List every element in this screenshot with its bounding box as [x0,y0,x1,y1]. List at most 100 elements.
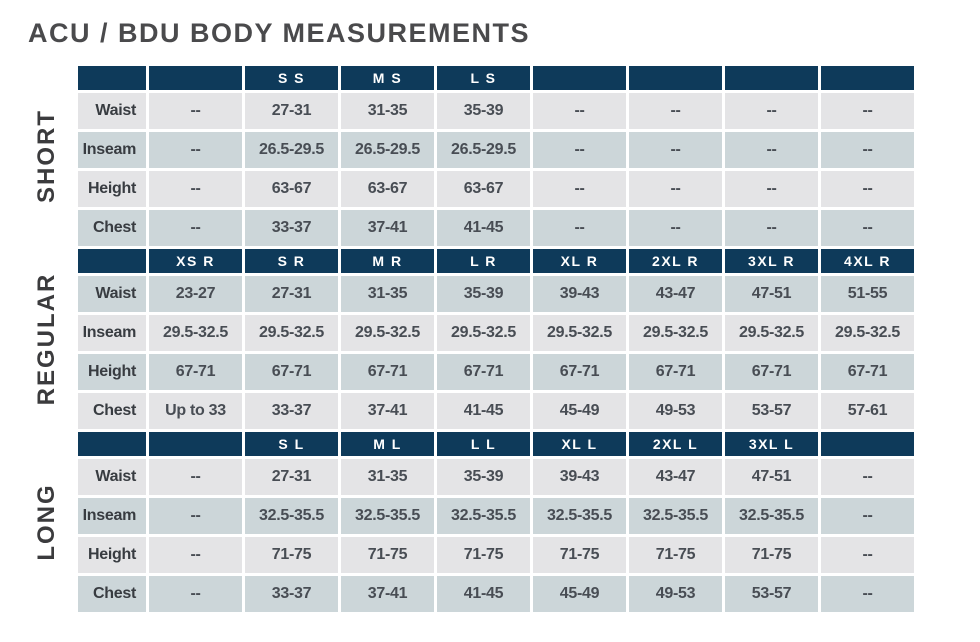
measurement-value-cell: 29.5-32.5 [149,315,242,351]
measurement-value-cell: 27-31 [245,459,338,495]
measurement-row: Height -- 63-67 63-67 63-67 -- -- -- -- [78,171,914,207]
measurement-value-cell: 71-75 [629,537,722,573]
measurement-value-cell: 27-31 [245,93,338,129]
measurement-value-cell: 29.5-32.5 [821,315,914,351]
size-header-cell: S L [245,432,338,456]
measurement-value-cell: 33-37 [245,576,338,612]
measurement-value-cell: 53-57 [725,576,818,612]
measurement-value-cell: 32.5-35.5 [341,498,434,534]
measurement-value-cell: 45-49 [533,393,626,429]
size-header-cell: XL L [533,432,626,456]
measurement-value-cell: 32.5-35.5 [725,498,818,534]
measurement-label: Height [78,171,146,207]
measurement-value-cell: -- [725,132,818,168]
measurement-value-cell: -- [149,498,242,534]
measurement-row: Waist -- 27-31 31-35 35-39 39-43 43-47 47-51 -- [78,459,914,495]
page-title: ACU / BDU BODY MEASUREMENTS [28,18,531,48]
measurement-value-cell: 26.5-29.5 [245,132,338,168]
measurement-label: Chest [78,393,146,429]
measurement-value-cell: 32.5-35.5 [437,498,530,534]
empty-header-cell [78,66,146,90]
measurement-value-cell: 23-27 [149,276,242,312]
size-header-cell: 2XL R [629,249,722,273]
measurement-row: Chest Up to 33 33-37 37-41 41-45 45-49 49-53 53… [78,393,914,429]
measurement-value-cell: 49-53 [629,393,722,429]
measurement-value-cell: 31-35 [341,93,434,129]
measurement-label: Height [78,354,146,390]
measurement-value-cell: 67-71 [533,354,626,390]
measurement-row: Chest -- 33-37 37-41 41-45 45-49 49-53 53-57 -- [78,576,914,612]
measurement-value-cell: 57-61 [821,393,914,429]
measurement-value-cell: 31-35 [341,276,434,312]
empty-header-cell [149,432,242,456]
measurement-value-cell: -- [629,132,722,168]
measurement-value-cell: 67-71 [437,354,530,390]
size-header-cell: 3XL R [725,249,818,273]
measurement-label: Chest [78,210,146,246]
measurement-value-cell: -- [149,93,242,129]
empty-header-cell [149,66,242,90]
measurement-value-cell: 35-39 [437,93,530,129]
measurement-value-cell: -- [149,459,242,495]
measurement-value-cell: 29.5-32.5 [533,315,626,351]
measurement-row: Height -- 71-75 71-75 71-75 71-75 71-75 71-75 -- [78,537,914,573]
measurement-value-cell: Up to 33 [149,393,242,429]
measurement-value-cell: 63-67 [341,171,434,207]
measurement-value-cell: -- [821,210,914,246]
measurement-value-cell: -- [149,132,242,168]
measurement-row: Inseam 29.5-32.5 29.5-32.5 29.5-32.5 29.5-32… [78,315,914,351]
measurement-value-cell: 32.5-35.5 [533,498,626,534]
measurement-value-cell: -- [821,171,914,207]
measurement-value-cell: -- [149,576,242,612]
section-label-short: SHORT [33,109,60,203]
measurement-value-cell: 67-71 [725,354,818,390]
measurement-value-cell: 29.5-32.5 [437,315,530,351]
size-header-cell: 3XL L [725,432,818,456]
measurement-value-cell: 71-75 [533,537,626,573]
measurement-value-cell: 33-37 [245,210,338,246]
measurement-value-cell: 32.5-35.5 [245,498,338,534]
measurement-value-cell: -- [149,210,242,246]
measurement-value-cell: -- [533,93,626,129]
measurement-row: Chest -- 33-37 37-41 41-45 -- -- -- -- [78,210,914,246]
measurement-value-cell: 63-67 [245,171,338,207]
measurement-value-cell: 29.5-32.5 [629,315,722,351]
measurement-value-cell: -- [821,93,914,129]
measurement-value-cell: 47-51 [725,459,818,495]
measurement-value-cell: 71-75 [437,537,530,573]
size-header-cell: M L [341,432,434,456]
measurement-value-cell: 67-71 [821,354,914,390]
measurement-value-cell: 29.5-32.5 [341,315,434,351]
measurement-value-cell: 39-43 [533,459,626,495]
measurement-row: Height 67-71 67-71 67-71 67-71 67-71 67-71 67-7… [78,354,914,390]
measurement-row: Inseam -- 26.5-29.5 26.5-29.5 26.5-29.5 -- -- -… [78,132,914,168]
measurement-value-cell: 47-51 [725,276,818,312]
size-header-cell: XL R [533,249,626,273]
measurement-value-cell: 37-41 [341,393,434,429]
section-label-long: LONG [33,483,60,561]
measurement-value-cell: 29.5-32.5 [245,315,338,351]
measurement-value-cell: -- [821,132,914,168]
measurement-value-cell: -- [725,210,818,246]
empty-header-cell [725,66,818,90]
measurement-value-cell: 67-71 [629,354,722,390]
measurement-value-cell: 67-71 [149,354,242,390]
measurement-value-cell: 41-45 [437,393,530,429]
empty-header-cell [78,249,146,273]
measurement-value-cell: 67-71 [341,354,434,390]
measurement-value-cell: -- [149,537,242,573]
measurement-value-cell: 63-67 [437,171,530,207]
size-header-cell: M R [341,249,434,273]
empty-header-cell [78,432,146,456]
size-header-cell: XS R [149,249,242,273]
measurement-value-cell: 32.5-35.5 [629,498,722,534]
size-header-cell: L L [437,432,530,456]
measurement-value-cell: -- [821,459,914,495]
measurement-value-cell: -- [629,210,722,246]
size-header-cell: L S [437,66,530,90]
measurement-value-cell: 33-37 [245,393,338,429]
section-label-regular: REGULAR [33,272,60,406]
measurement-value-cell: 43-47 [629,276,722,312]
